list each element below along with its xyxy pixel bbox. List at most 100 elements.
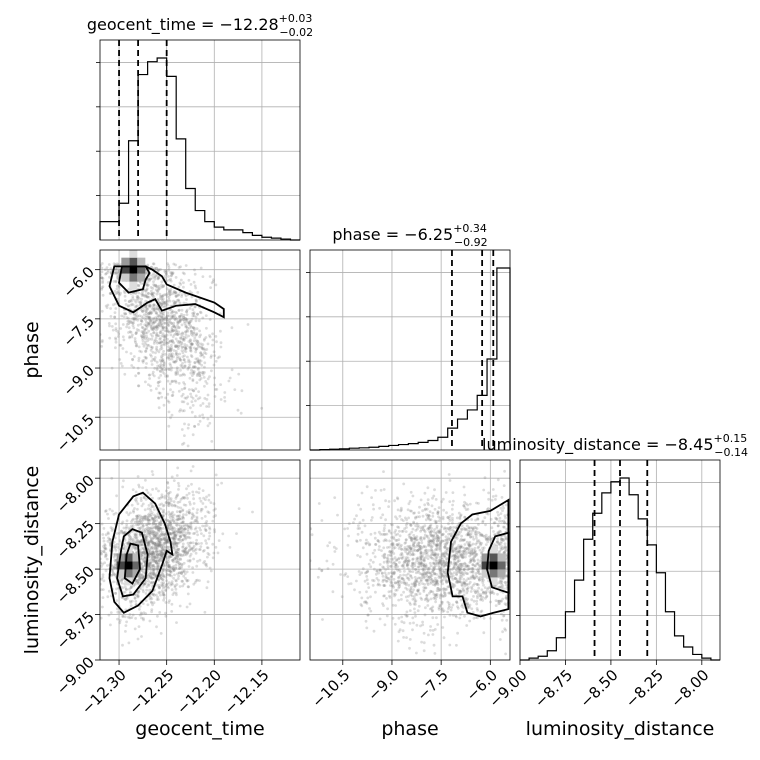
- scatter-point: [113, 573, 117, 577]
- scatter-point: [408, 532, 412, 536]
- scatter-point: [161, 370, 165, 374]
- scatter-point: [179, 337, 183, 340]
- scatter-point: [125, 620, 128, 624]
- scatter-point: [365, 626, 369, 630]
- scatter-point: [427, 539, 431, 543]
- scatter-point: [169, 512, 173, 516]
- scatter-point: [428, 555, 432, 558]
- scatter-point: [163, 338, 167, 342]
- scatter-point: [465, 591, 469, 595]
- scatter-point: [457, 591, 461, 595]
- scatter-point: [431, 616, 435, 620]
- scatter-point: [431, 537, 435, 540]
- scatter-point: [425, 535, 429, 538]
- scatter-point: [176, 530, 179, 533]
- scatter-point: [445, 538, 448, 542]
- scatter-point: [172, 262, 176, 266]
- scatter-point: [497, 542, 501, 546]
- scatter-point: [473, 551, 477, 554]
- scatter-point: [188, 500, 192, 504]
- scatter-point: [172, 536, 176, 540]
- scatter-point: [155, 347, 158, 351]
- scatter-point: [165, 314, 169, 318]
- scatter-point: [181, 351, 185, 355]
- scatter-point: [389, 590, 393, 593]
- scatter-point: [157, 516, 161, 520]
- scatter-point: [152, 283, 156, 286]
- scatter-point: [462, 504, 466, 508]
- scatter-point: [129, 331, 133, 334]
- scatter-point: [202, 338, 206, 342]
- scatter-point: [487, 538, 491, 542]
- scatter-point: [482, 578, 485, 582]
- scatter-point: [172, 302, 176, 306]
- scatter-point: [112, 566, 115, 570]
- scatter-point: [137, 590, 141, 594]
- scatter-point: [102, 539, 106, 543]
- scatter-point: [160, 322, 164, 326]
- scatter-point: [186, 528, 190, 531]
- scatter-point: [213, 383, 217, 387]
- scatter-point: [189, 521, 193, 525]
- scatter-point: [150, 516, 154, 520]
- scatter-point: [170, 602, 174, 606]
- scatter-point: [168, 554, 172, 558]
- scatter-point: [381, 565, 385, 569]
- scatter-point: [178, 341, 182, 344]
- scatter-point: [158, 503, 162, 507]
- scatter-point: [152, 568, 155, 571]
- scatter-point: [203, 365, 206, 369]
- scatter-point: [176, 344, 180, 348]
- scatter-point: [190, 295, 194, 299]
- scatter-point: [504, 594, 508, 598]
- scatter-point: [502, 614, 505, 618]
- scatter-point: [149, 509, 153, 513]
- scatter-point: [151, 541, 155, 545]
- scatter-point: [392, 535, 395, 539]
- scatter-point: [202, 355, 206, 359]
- scatter-point: [398, 514, 402, 518]
- scatter-point: [363, 524, 367, 528]
- scatter-point: [438, 516, 442, 520]
- scatter-point: [449, 562, 453, 565]
- scatter-point: [161, 297, 165, 301]
- scatter-point: [163, 537, 167, 541]
- scatter-point: [146, 521, 150, 525]
- scatter-point: [181, 579, 185, 583]
- scatter-point: [219, 345, 223, 349]
- scatter-point: [161, 593, 165, 597]
- scatter-point: [123, 294, 127, 298]
- scatter-point: [182, 381, 186, 384]
- scatter-point: [175, 344, 179, 348]
- scatter-point: [446, 516, 450, 519]
- scatter-point: [449, 608, 453, 612]
- scatter-point: [477, 592, 480, 596]
- scatter-point: [169, 497, 173, 501]
- scatter-point: [161, 294, 165, 298]
- scatter-point: [169, 274, 173, 278]
- scatter-point: [178, 374, 182, 377]
- scatter-point: [124, 312, 127, 316]
- scatter-point: [137, 356, 141, 360]
- scatter-point: [109, 307, 112, 310]
- scatter-point: [140, 543, 144, 547]
- scatter-point: [410, 576, 414, 580]
- scatter-point: [175, 495, 178, 498]
- scatter-point: [141, 574, 145, 578]
- scatter-point: [169, 520, 173, 524]
- scatter-point: [196, 533, 200, 537]
- scatter-point: [505, 527, 509, 531]
- scatter-point: [378, 568, 382, 572]
- scatter-point: [168, 599, 171, 602]
- scatter-point: [158, 292, 162, 296]
- scatter-point: [171, 536, 175, 540]
- scatter-point: [435, 526, 439, 530]
- scatter-point: [155, 549, 158, 553]
- scatter-point: [114, 340, 118, 344]
- scatter-point: [192, 370, 196, 374]
- scatter-point: [140, 542, 144, 546]
- scatter-point: [171, 542, 175, 546]
- scatter-point: [177, 517, 181, 521]
- scatter-point: [191, 404, 195, 407]
- scatter-point: [182, 513, 185, 516]
